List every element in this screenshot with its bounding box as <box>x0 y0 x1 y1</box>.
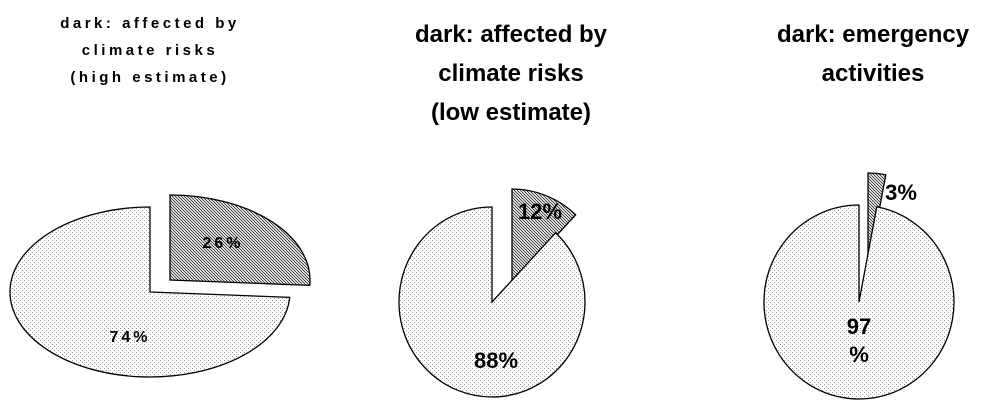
chart1-title-line1: dark: affected by <box>60 15 240 32</box>
chart1-title-line3: (high estimate) <box>70 69 229 86</box>
chart1-label-light: 74% <box>109 329 150 346</box>
chart1-label-dark: 26% <box>202 235 243 252</box>
chart3-slice-light <box>763 204 955 400</box>
chart1-title-line2: climate risks <box>82 42 218 59</box>
chart3-label-light-line2: % <box>849 342 869 367</box>
chart2-slice-dark <box>511 188 577 286</box>
chart3-title-line2: activities <box>822 60 925 87</box>
chart3-label-dark: 3% <box>885 180 917 205</box>
chart3-label-light-line1: 97 <box>847 314 871 339</box>
pie-chart-emergency-activities: dark: emergency activities 3% 97 % <box>763 21 970 400</box>
chart2-label-dark: 12% <box>518 199 562 224</box>
chart2-title-line3: (low estimate) <box>431 99 591 126</box>
chart2-slice-light <box>398 206 586 398</box>
chart1-slice-dark <box>169 194 311 287</box>
chart1-slice-light <box>9 206 291 378</box>
chart3-title-line1: dark: emergency <box>777 21 970 48</box>
chart2-title-line1: dark: affected by <box>415 21 608 48</box>
chart2-label-light: 88% <box>474 348 518 373</box>
pie-chart-high-estimate: dark: affected by climate risks (high es… <box>9 15 311 378</box>
pie-chart-low-estimate: dark: affected by climate risks (low est… <box>398 21 608 398</box>
chart2-title-line2: climate risks <box>438 60 583 87</box>
